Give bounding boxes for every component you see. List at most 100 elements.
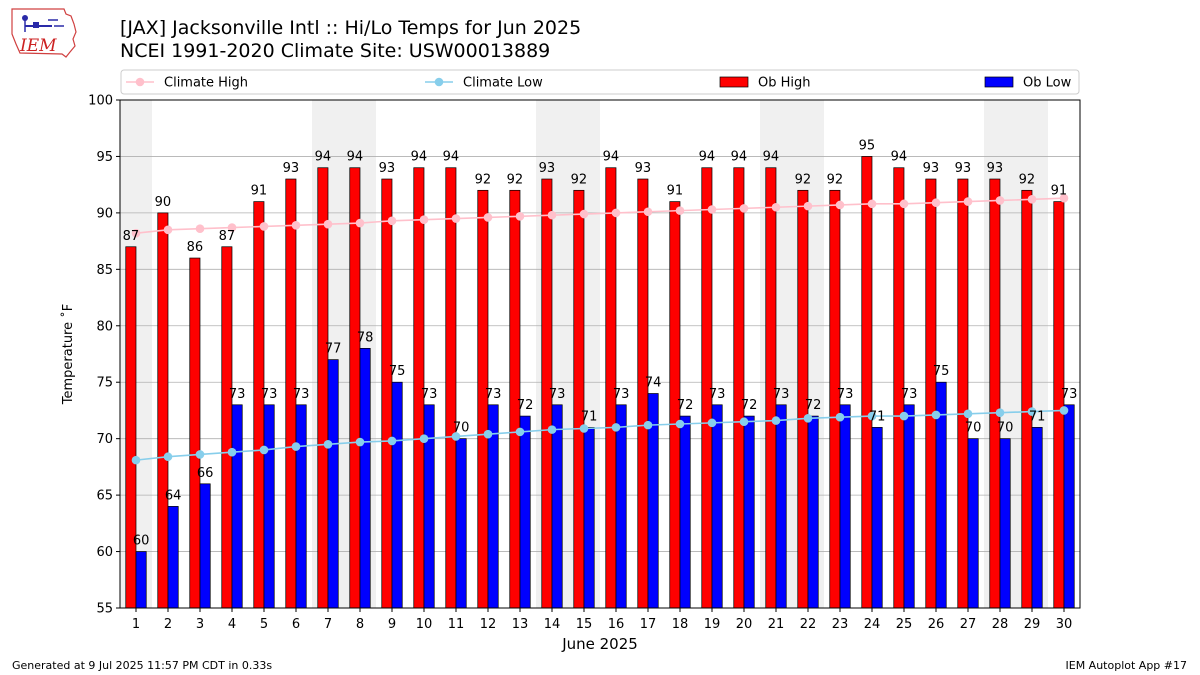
climate-high-point [707,205,717,214]
ob-low-label: 73 [229,387,246,402]
ob-low-bar [455,438,467,609]
ob-high-label: 92 [795,172,812,187]
ob-low-bar [1063,404,1075,609]
climate-high-point [483,213,493,222]
ob-low-bar [871,427,883,609]
climate-high-point [163,225,173,235]
ob-low-label: 73 [773,387,790,402]
y-tick-label: 90 [96,206,113,221]
x-tick-label: 12 [480,617,497,632]
x-tick-label: 16 [608,617,625,632]
climate-low-point [675,419,685,429]
ob-low-bar [295,404,307,609]
ob-low-bar [231,404,243,609]
ob-low-bar [551,404,563,609]
ob-low-bar [327,359,339,609]
logo-text: IEM [19,36,57,56]
climate-high-point [739,204,749,213]
x-tick-label: 9 [388,617,396,632]
climate-high-point [643,207,653,217]
ob-high-label: 94 [347,150,364,165]
ob-low-label: 73 [549,387,566,402]
ob-high-bar [445,167,457,609]
y-tick-label: 85 [96,263,113,278]
x-tick-label: 26 [928,617,945,632]
legend-ob-high-label: Ob High [758,76,811,91]
ob-high-bar [157,212,169,609]
climate-low-point [835,412,845,422]
climate-low-point [355,437,365,447]
ob-low-label: 71 [1029,409,1046,424]
ob-high-label: 87 [123,229,140,244]
ob-low-bar [807,415,819,609]
ob-low-bar [1031,427,1043,609]
climate-low-point [643,420,653,430]
climate-high-point [835,200,845,210]
app-label: IEM Autoplot App #17 [1065,659,1188,672]
ob-low-label: 72 [677,398,694,413]
climate-high-point [547,210,557,220]
x-tick-label: 3 [196,617,204,632]
ob-high-bar [1021,189,1033,609]
chart-subtitle: NCEI 1991-2020 Climate Site: USW00013889 [120,40,551,62]
ob-high-label: 93 [923,161,940,176]
ob-low-bar [135,551,147,609]
ob-high-label: 92 [1019,172,1036,187]
climate-low-point [931,410,941,420]
ob-high-bar [1053,201,1065,609]
ob-low-bar [711,404,723,609]
climate-high-point [355,218,365,228]
y-tick-label: 55 [96,602,113,617]
ob-high-bar [637,178,649,609]
x-tick-label: 18 [672,617,689,632]
ob-low-label: 78 [357,330,374,345]
climate-high-point [259,222,269,231]
climate-low-point [995,408,1005,418]
legend-climate-high-label: Climate High [164,76,248,91]
ob-high-bar [189,257,201,609]
climate-low-point [291,442,301,451]
x-tick-label: 14 [544,617,561,632]
ob-low-label: 70 [997,421,1014,436]
ob-low-label: 73 [613,387,630,402]
ob-low-label: 72 [741,398,758,413]
bars [125,156,1075,609]
iem-logo: IEM [11,8,77,58]
x-tick-label: 1 [132,617,140,632]
ob-low-label: 60 [133,534,150,549]
ob-low-bar [615,404,627,609]
ob-low-label: 77 [325,342,342,357]
ob-high-label: 92 [507,172,524,187]
climate-high-point [387,216,397,226]
x-tick-label: 25 [896,617,913,632]
ob-low-bar [583,427,595,609]
climate-low-point [547,425,557,434]
climate-high-point [195,224,205,233]
ob-low-label: 73 [1061,387,1078,402]
ob-low-label: 70 [965,421,982,436]
climate-high-point [451,214,461,223]
ob-high-label: 87 [219,229,236,244]
legend-ob-low-label: Ob Low [1023,76,1072,91]
x-tick-label: 30 [1056,617,1073,632]
climate-low-point [259,445,269,455]
ob-high-label: 93 [539,161,556,176]
climate-high-point [515,211,525,221]
ob-low-bar [679,415,691,609]
climate-low-point [419,434,429,443]
ob-high-label: 94 [411,150,428,165]
climate-high-point [963,197,973,206]
plot-frame [119,99,1081,609]
ob-low-label: 66 [197,466,214,481]
climate-high-line [135,197,1065,235]
x-tick-label: 20 [736,617,753,632]
ob-high-label: 94 [763,150,780,165]
climate-high-point [579,209,589,219]
climate-high-point [323,219,333,229]
climate-low-point [867,411,877,421]
ob-low-label: 64 [165,488,182,503]
ob-high-label: 93 [955,161,972,176]
legend-frame [120,69,1080,95]
x-tick-label: 13 [512,617,529,632]
ob-high-label: 91 [1051,184,1068,199]
